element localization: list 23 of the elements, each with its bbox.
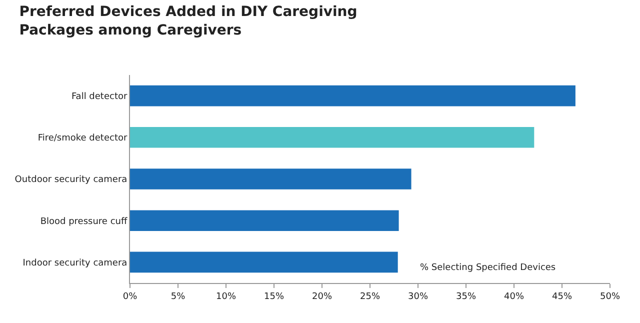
y-tick-label: Outdoor security camera [14,175,128,186]
x-tick-label: 0% [122,292,138,302]
bar [130,210,399,231]
x-tick-label: 25% [360,292,380,302]
bar [130,252,398,273]
chart-title: Preferred Devices Added in DIY Caregiving Packages among Caregivers [19,4,358,38]
x-tick-label: 40% [504,292,524,302]
x-tick-label: 10% [216,292,236,302]
y-tick-label: Fire/smoke detector [38,134,128,144]
y-tick-label: Fall detector [71,92,128,102]
annotation: % Selecting Specified Devices [420,263,556,273]
x-tick-label: 15% [264,292,284,302]
x-tick-label: 20% [312,292,332,302]
x-tick-label: 30% [408,292,428,302]
bar [130,168,412,190]
bar [130,85,576,106]
bar [130,127,534,148]
x-tick-label: 50% [600,292,620,302]
y-tick-label: Blood pressure cuff [40,216,128,227]
x-tick-label: 45% [552,292,572,302]
x-tick-label: 35% [456,292,476,302]
x-tick-label: 5% [170,292,186,302]
y-tick-label: Indoor security camera [22,258,128,268]
